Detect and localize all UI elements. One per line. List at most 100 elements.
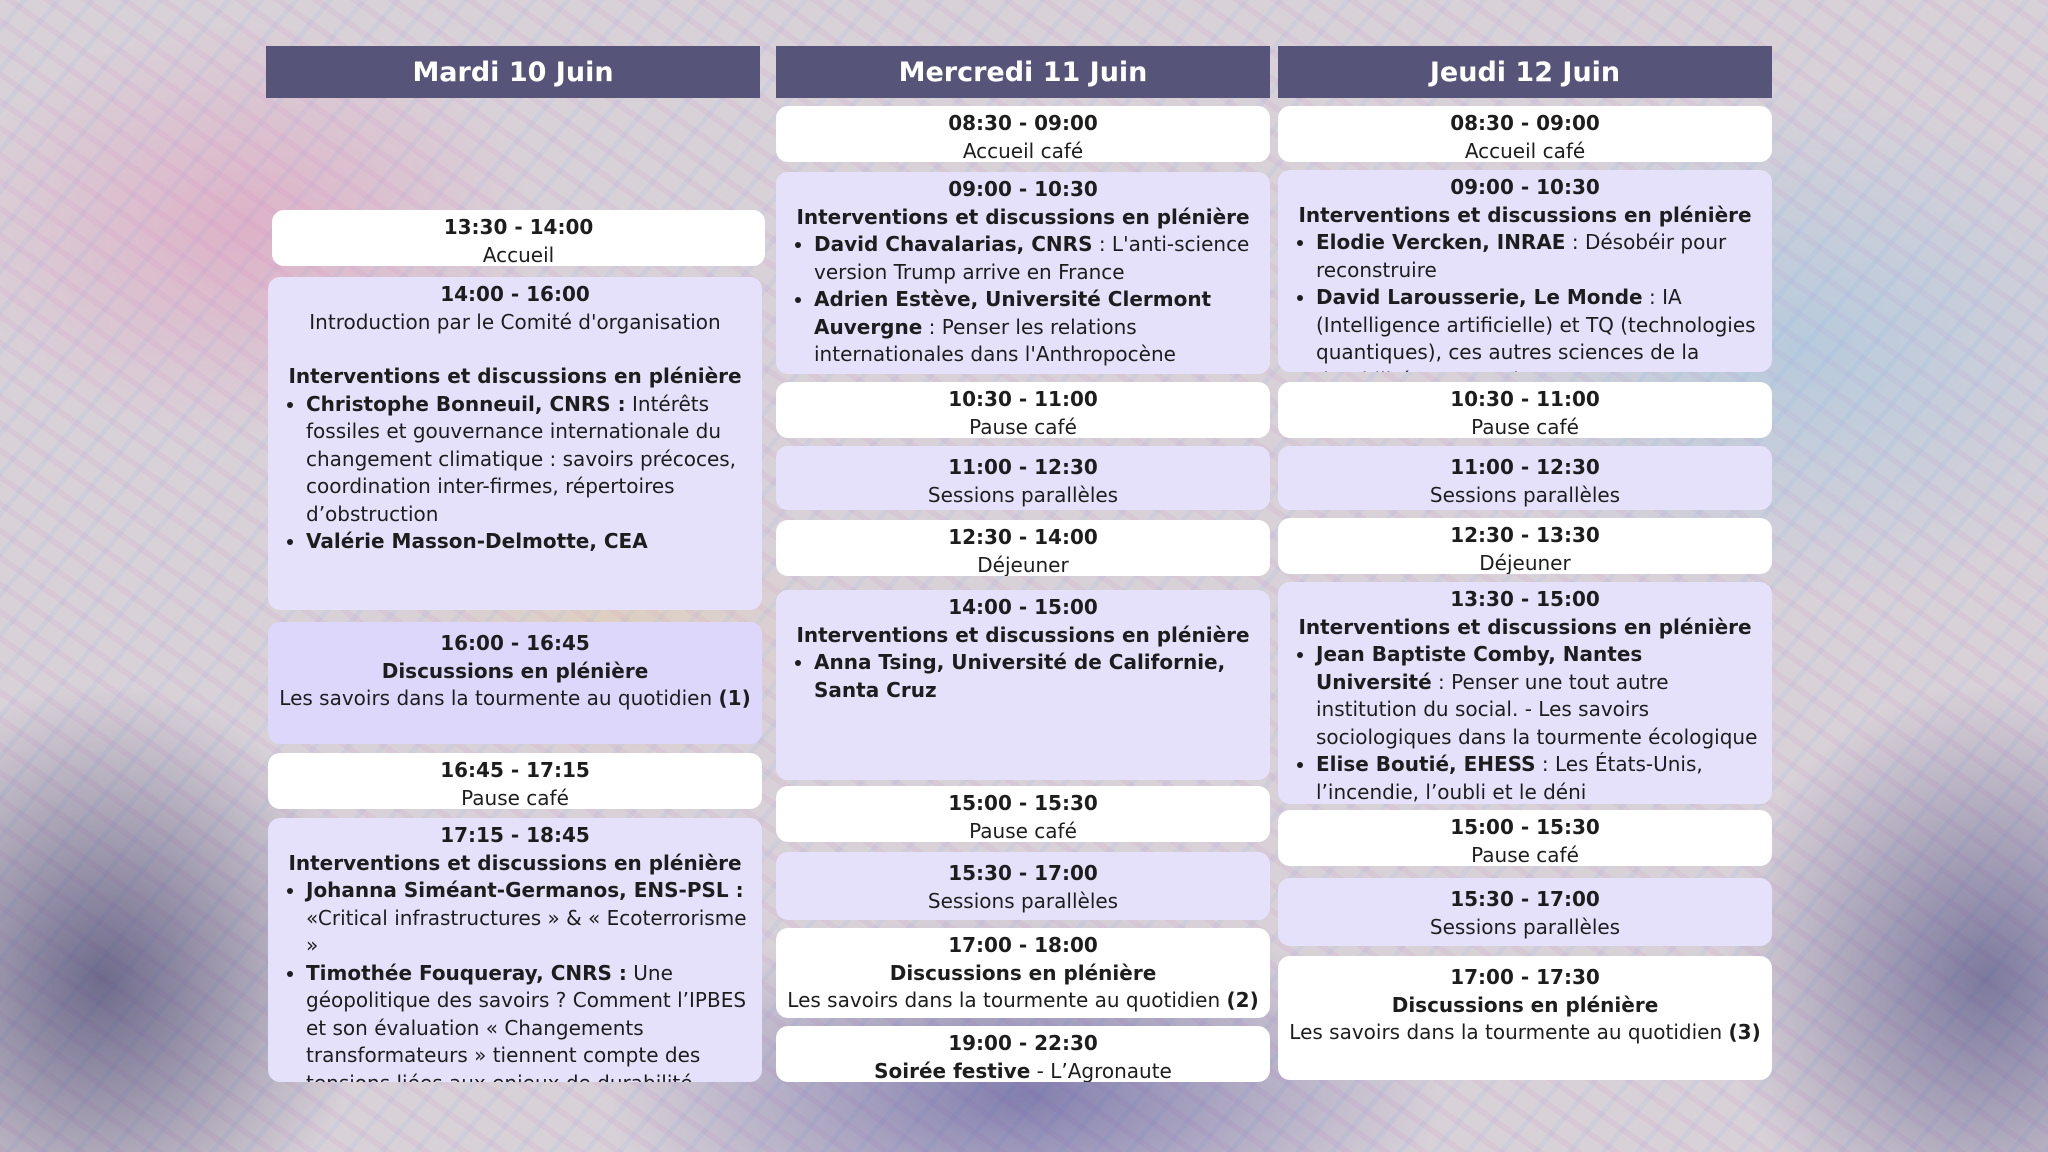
slot-card: 11:00 - 12:30 Sessions parallèles xyxy=(1278,446,1772,510)
speaker-list: David Chavalarias, CNRS : L'anti-science… xyxy=(786,231,1260,369)
slot-time: 09:00 - 10:30 xyxy=(948,177,1098,201)
slot-title: Pause café xyxy=(969,818,1077,843)
slot-time: 11:00 - 12:30 xyxy=(948,455,1098,479)
day-header-jeudi: Jeudi 12 Juin xyxy=(1278,46,1772,98)
slot-card: 16:00 - 16:45 Discussions en plénière Le… xyxy=(268,622,762,744)
slot-time: 15:00 - 15:30 xyxy=(1450,815,1600,839)
talk-title: Intérêts fossiles et gouvernance interna… xyxy=(306,391,737,526)
slot-text: Les savoirs dans la tourmente au quotidi… xyxy=(786,987,1260,1015)
speaker-name: David Chavalarias, CNRS xyxy=(814,232,1093,256)
talk-title: : Penser une tout autre institution du s… xyxy=(1316,669,1758,749)
slot-text-suffix: (1) xyxy=(718,686,751,710)
slot-time: 14:00 - 15:00 xyxy=(948,595,1098,619)
slot-time: 13:30 - 15:00 xyxy=(1450,587,1600,611)
slot-card: 11:00 - 12:30 Sessions parallèles xyxy=(776,446,1270,510)
slot-card: 16:45 - 17:15 Pause café xyxy=(268,753,762,809)
slot-time: 10:30 - 11:00 xyxy=(948,387,1098,411)
slot-time: 12:30 - 13:30 xyxy=(1450,523,1600,547)
slot-card: 12:30 - 14:00 Déjeuner xyxy=(776,520,1270,576)
slot-text-suffix: (3) xyxy=(1728,1020,1761,1044)
day-header-mardi: Mardi 10 Juin xyxy=(266,46,760,98)
speaker-name: Jean Baptiste Comby, Nantes Université xyxy=(1316,642,1643,694)
talk-title: «Critical infrastructures » & « Ecoterro… xyxy=(306,905,747,958)
slot-heading: Discussions en plénière xyxy=(1391,992,1659,1017)
speaker-name: Christophe Bonneuil, CNRS : xyxy=(306,391,626,416)
event-venue: - L’Agronaute xyxy=(1030,1058,1172,1083)
slot-text-suffix: (2) xyxy=(1226,988,1259,1012)
slot-card: 17:00 - 17:30 Discussions en plénière Le… xyxy=(1278,956,1772,1080)
slot-time: 19:00 - 22:30 xyxy=(948,1031,1098,1055)
speaker-item: Elise Boutié, EHESS : Les États-Unis, l’… xyxy=(1316,751,1762,804)
slot-card: 15:30 - 17:00 Sessions parallèles xyxy=(1278,878,1772,946)
speaker-item: David Chavalarias, CNRS : L'anti-science… xyxy=(814,231,1260,286)
talk-title: : IA (Intelligence artificielle) et TQ (… xyxy=(1316,285,1756,372)
slot-heading: Interventions et discussions en plénière xyxy=(796,204,1250,229)
slot-time: 11:00 - 12:30 xyxy=(1450,455,1600,479)
day-header-mercredi: Mercredi 11 Juin xyxy=(776,46,1270,98)
slot-card: 14:00 - 16:00 Introduction par le Comité… xyxy=(268,277,762,610)
slot-heading: Interventions et discussions en plénière xyxy=(796,622,1250,647)
speaker-list: Jean Baptiste Comby, Nantes Université :… xyxy=(1288,641,1762,804)
slot-title: Pause café xyxy=(1471,842,1579,867)
slot-heading: Interventions et discussions en plénière xyxy=(1298,614,1752,639)
slot-time: 15:30 - 17:00 xyxy=(948,861,1098,885)
slot-text: Soirée festive - L’Agronaute xyxy=(786,1058,1260,1083)
slot-title: Déjeuner xyxy=(1479,550,1571,575)
slot-card: 13:30 - 15:00 Interventions et discussio… xyxy=(1278,582,1772,804)
slot-card: 15:30 - 17:00 Sessions parallèles xyxy=(776,852,1270,920)
slot-time: 09:00 - 10:30 xyxy=(1450,175,1600,199)
talk-title: : Désobéir pour reconstruire xyxy=(1316,230,1727,282)
slot-card: 14:00 - 15:00 Interventions et discussio… xyxy=(776,590,1270,780)
speaker-list: Johanna Siméant-Germanos, ENS-PSL : «Cri… xyxy=(278,877,752,1082)
speaker-item: Jean Baptiste Comby, Nantes Université :… xyxy=(1316,641,1762,751)
slot-card: 09:00 - 10:30 Interventions et discussio… xyxy=(776,172,1270,374)
slot-title: Sessions parallèles xyxy=(1429,482,1621,507)
slot-card: 08:30 - 09:00 Accueil café xyxy=(776,106,1270,162)
speaker-item: Adrien Estève, Université Clermont Auver… xyxy=(814,286,1260,369)
slot-card: 10:30 - 11:00 Pause café xyxy=(1278,382,1772,438)
slot-heading: Interventions et discussions en plénière xyxy=(288,364,742,388)
slot-heading: Discussions en plénière xyxy=(889,960,1157,985)
speaker-item: David Larousserie, Le Monde : IA (Intell… xyxy=(1316,284,1762,372)
event-title: Soirée festive xyxy=(874,1058,1031,1083)
slot-card: 15:00 - 15:30 Pause café xyxy=(1278,810,1772,866)
speaker-name: Elise Boutié, EHESS xyxy=(1316,752,1536,776)
talk-title: Une géopolitique des savoirs ? Comment l… xyxy=(306,960,747,1083)
slot-card: 17:00 - 18:00 Discussions en plénière Le… xyxy=(776,928,1270,1018)
slot-title: Sessions parallèles xyxy=(927,482,1119,507)
speaker-list: Elodie Vercken, INRAE : Désobéir pour re… xyxy=(1288,229,1762,372)
slot-title: Pause café xyxy=(1471,414,1579,439)
speaker-name: Valérie Masson-Delmotte, CEA xyxy=(306,529,648,553)
slot-time: 10:30 - 11:00 xyxy=(1450,387,1600,411)
slot-text-main: Les savoirs dans la tourmente au quotidi… xyxy=(279,686,719,710)
slot-card: 15:00 - 15:30 Pause café xyxy=(776,786,1270,842)
speaker-item: Johanna Siméant-Germanos, ENS-PSL : «Cri… xyxy=(306,877,752,960)
slot-time: 16:45 - 17:15 xyxy=(440,758,590,782)
slot-time: 17:00 - 18:00 xyxy=(948,933,1098,957)
speaker-name: Timothée Fouqueray, CNRS : xyxy=(306,960,627,985)
slot-heading: Discussions en plénière xyxy=(381,658,649,683)
talk-title: : Penser les relations internationales d… xyxy=(814,314,1176,367)
slot-title: Déjeuner xyxy=(977,552,1069,577)
slot-text: Les savoirs dans la tourmente au quotidi… xyxy=(1288,1019,1762,1047)
talk-title: : L'anti-science version Trump arrive en… xyxy=(814,232,1250,284)
slot-text-main: Les savoirs dans la tourmente au quotidi… xyxy=(1289,1020,1729,1044)
slot-time: 08:30 - 09:00 xyxy=(948,111,1098,135)
slot-title: Accueil café xyxy=(1464,138,1586,163)
slot-time: 15:30 - 17:00 xyxy=(1450,887,1600,911)
slot-title: Accueil café xyxy=(962,138,1084,163)
speaker-list: Anna Tsing, Université de Californie, Sa… xyxy=(786,649,1260,704)
speaker-name: Anna Tsing, Université de Californie, Sa… xyxy=(814,650,1226,702)
slot-text-main: Les savoirs dans la tourmente au quotidi… xyxy=(787,988,1227,1012)
slot-card: 12:30 - 13:30 Déjeuner xyxy=(1278,518,1772,574)
slot-card: 10:30 - 11:00 Pause café xyxy=(776,382,1270,438)
slot-heading: Interventions et discussions en plénière xyxy=(288,850,742,875)
slot-card: 19:00 - 22:30 Soirée festive - L’Agronau… xyxy=(776,1026,1270,1082)
speaker-item: Valérie Masson-Delmotte, CEA xyxy=(306,528,752,556)
slot-title: Pause café xyxy=(461,785,569,810)
slot-text: Les savoirs dans la tourmente au quotidi… xyxy=(278,685,752,713)
slot-time: 16:00 - 16:45 xyxy=(440,631,590,655)
slot-card: 17:15 - 18:45 Interventions et discussio… xyxy=(268,818,762,1082)
slot-time: 08:30 - 09:00 xyxy=(1450,111,1600,135)
speaker-name: David Larousserie, Le Monde xyxy=(1316,285,1643,309)
